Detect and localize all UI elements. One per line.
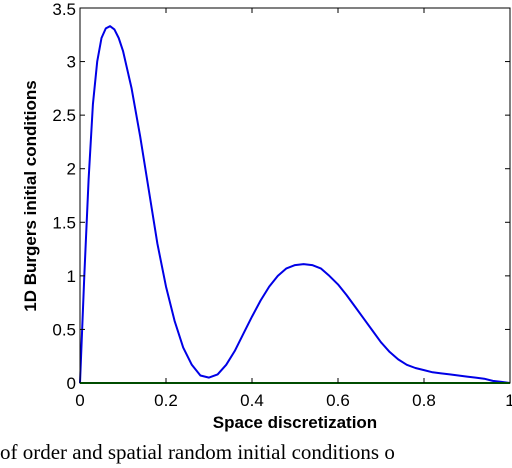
chart-canvas: 0 0.2 0.4 0.6 0.8 1 0 0.5 1 1.5 2 2.5 3 3.5 Space di… [21, 0, 512, 432]
x-tick-label-4: 0.8 [412, 391, 436, 410]
y-axis-label: 1D Burgers initial conditions [21, 80, 40, 311]
plot-series [79, 25, 511, 384]
y-tick-label-0: 0 [67, 374, 76, 393]
y-tick-label-5: 2.5 [52, 106, 76, 125]
y-tick-label-1: 0.5 [52, 320, 76, 339]
y-tick-label-6: 3 [67, 53, 76, 72]
x-tick-label-3: 0.6 [326, 391, 350, 410]
x-tick-label-1: 0.2 [154, 391, 178, 410]
x-tick-label-0: 0 [75, 391, 84, 410]
y-tick-label-2: 1 [67, 267, 76, 286]
x-axis-ticks: 0 0.2 0.4 0.6 0.8 1 [75, 8, 512, 410]
y-tick-label-3: 1.5 [52, 213, 76, 232]
x-axis-label: Space discretization [213, 413, 377, 432]
plot-frame [79, 7, 511, 384]
x-tick-label-2: 0.4 [240, 391, 264, 410]
y-tick-label-7: 3.5 [52, 0, 76, 19]
series-line-0 [79, 25, 511, 384]
y-tick-label-4: 2 [67, 160, 76, 179]
figure-caption: of order and spatial random initial cond… [0, 440, 395, 464]
y-axis-ticks: 0 0.5 1 1.5 2 2.5 3 3.5 [52, 0, 510, 393]
x-tick-label-5: 1 [505, 391, 512, 410]
